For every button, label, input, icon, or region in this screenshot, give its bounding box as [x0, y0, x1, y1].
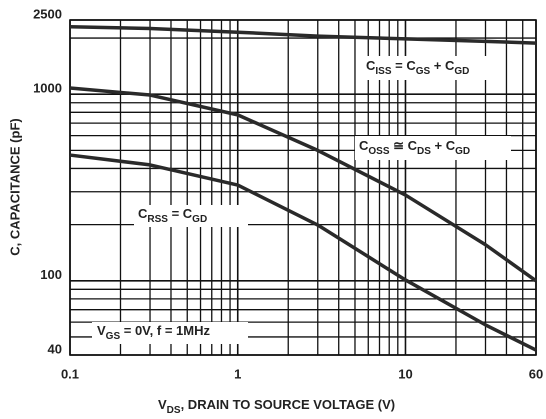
y-tick-label: 100 — [40, 267, 62, 282]
label-box — [134, 205, 248, 227]
line-series — [69, 25, 537, 45]
text-part: + C — [431, 138, 456, 153]
annotation: VGS = 0V, f = 1MHz — [97, 323, 210, 341]
subscript: DS — [167, 405, 181, 416]
x-axis-label: VDS, DRAIN TO SOURCE VOLTAGE (V) — [158, 397, 395, 415]
x-tick-label: 1 — [234, 366, 241, 381]
text-part: V — [158, 397, 167, 412]
curve-label: CISS = CGS + CGD — [366, 58, 469, 76]
subscript: OSS — [368, 146, 389, 157]
x-tick-label: 0.1 — [61, 366, 79, 381]
label-box — [355, 136, 511, 160]
text-part: C — [138, 206, 148, 221]
y-tick-label: 1000 — [33, 81, 62, 96]
subscript: RSS — [147, 214, 168, 225]
subscript: GS — [416, 66, 431, 77]
line-series — [69, 86, 538, 283]
curve-label: CRSS = CGD — [138, 206, 207, 224]
y-axis-label: C, CAPACITANCE (pF) — [7, 118, 22, 255]
text-part: ≅ C — [390, 138, 418, 153]
y-tick-label: 40 — [48, 341, 62, 356]
plot-frame — [69, 19, 537, 356]
x-tick-label: 60 — [529, 366, 543, 381]
subscript: ISS — [375, 66, 391, 77]
x-tick-label: 10 — [398, 366, 412, 381]
text-part: C — [366, 58, 376, 73]
subscript: GD — [455, 146, 470, 157]
text-part: = C — [168, 206, 193, 221]
subscript: GS — [106, 331, 121, 342]
text-part: = 0V, f = 1MHz — [120, 323, 210, 338]
subscript: GD — [454, 66, 469, 77]
text-part: = C — [392, 58, 417, 73]
text-part: + C — [430, 58, 455, 73]
label-box — [362, 56, 502, 80]
curve-label: COSS ≅ CDS + CGD — [359, 138, 470, 156]
subscript: DS — [417, 146, 431, 157]
text-part: , DRAIN TO SOURCE VOLTAGE (V) — [181, 397, 396, 412]
line-series — [69, 153, 537, 352]
y-tick-label: 2500 — [33, 6, 62, 21]
subscript: GD — [192, 214, 207, 225]
text-part: V — [97, 323, 106, 338]
text-part: C — [359, 138, 369, 153]
annotation-box — [92, 322, 248, 344]
